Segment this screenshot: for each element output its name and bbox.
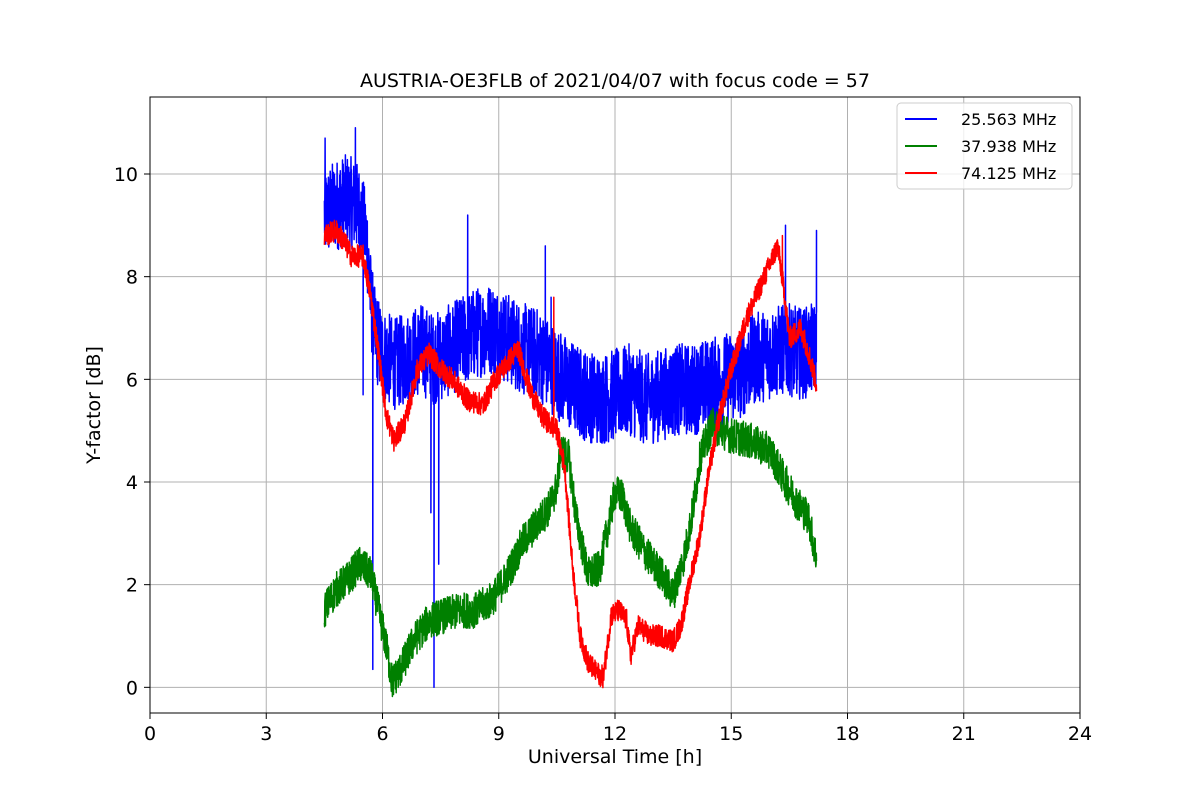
legend-box — [896, 102, 1073, 190]
x-tick-label: 21 — [952, 723, 976, 745]
x-tick-label: 9 — [493, 723, 505, 745]
x-tick-label: 0 — [144, 723, 156, 745]
legend-entry: 74.125 MHz — [961, 164, 1056, 183]
x-axis-label: Universal Time [h] — [528, 746, 702, 768]
series-line-1 — [323, 127, 818, 689]
x-tick-label: 18 — [835, 723, 859, 745]
x-tick-label: 24 — [1068, 723, 1092, 745]
y-axis-label: Y-factor [dB] — [83, 346, 105, 465]
y-tick-label: 8 — [126, 267, 138, 289]
x-axis-ticks: 0 3 6 9 12 15 18 21 24 — [144, 713, 1092, 745]
chart-title: AUSTRIA-OE3FLB of 2021/04/07 with focus … — [360, 70, 870, 92]
x-tick-label: 6 — [376, 723, 388, 745]
x-tick-label: 12 — [603, 723, 627, 745]
y-tick-label: 6 — [126, 369, 138, 391]
y-tick-label: 4 — [126, 472, 138, 494]
x-tick-label: 3 — [260, 723, 272, 745]
y-axis-ticks: 0 2 4 6 8 10 — [114, 164, 150, 699]
y-tick-label: 10 — [114, 164, 138, 186]
series-line-3 — [323, 219, 818, 689]
y-tick-label: 0 — [126, 677, 138, 699]
legend: 25.563 MHz 37.938 MHz 74.125 MHz — [896, 102, 1073, 190]
legend-entry: 37.938 MHz — [961, 137, 1056, 156]
series-line-2 — [323, 407, 818, 698]
legend-entry: 25.563 MHz — [961, 110, 1056, 129]
y-tick-label: 2 — [126, 575, 138, 597]
plot-series — [323, 127, 818, 698]
x-tick-label: 15 — [719, 723, 743, 745]
